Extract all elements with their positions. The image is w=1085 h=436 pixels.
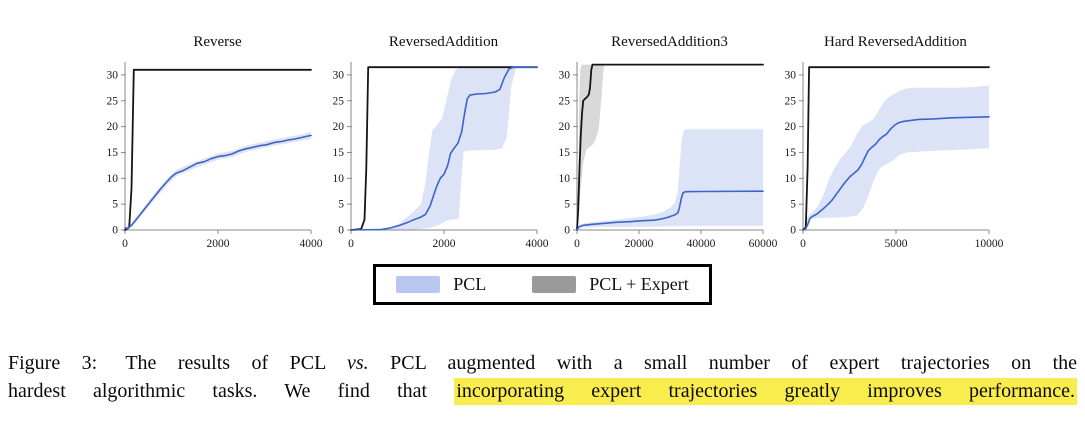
charts-row: Reverse 0 5 10 15 20 25 30 0 2000 4000 ReversedAd…	[91, 30, 1003, 252]
svg-text:60000: 60000	[748, 238, 777, 250]
svg-text:30: 30	[784, 69, 796, 81]
chart-reverse: Reverse 0 5 10 15 20 25 30 0 2000 4000	[91, 30, 322, 252]
svg-text:0: 0	[122, 238, 128, 250]
svg-text:30: 30	[558, 69, 570, 81]
caption-vs-italic: vs.	[347, 352, 369, 374]
caption-text-2: PCL augmented with a small number of exp…	[390, 352, 1078, 374]
legend-swatch-pcl	[396, 276, 441, 293]
chart-plot-reversedaddition3: 0 5 10 15 20 25 30 0 20000 40000 60000	[558, 62, 777, 250]
svg-text:4000: 4000	[525, 238, 548, 250]
chart-plot-hard-reversedaddition: 0 5 10 15 20 25 30 0 5000 10000	[784, 62, 1003, 250]
svg-text:2000: 2000	[432, 238, 455, 250]
legend-item-pcl-expert: PCL + Expert	[532, 274, 689, 295]
svg-text:5: 5	[790, 199, 796, 211]
svg-text:20: 20	[558, 121, 570, 133]
legend-swatch-pcl-expert	[532, 276, 577, 293]
legend-wrap: PCL PCL + Expert	[0, 264, 1085, 305]
svg-text:0: 0	[348, 238, 354, 250]
svg-text:25: 25	[332, 95, 344, 107]
svg-text:20: 20	[332, 121, 344, 133]
svg-text:0: 0	[338, 225, 344, 237]
caption-line-2: hardest algorithmic tasks. We find that …	[8, 377, 1078, 405]
svg-text:30: 30	[106, 69, 118, 81]
svg-text:10: 10	[332, 173, 344, 185]
svg-text:15: 15	[558, 147, 570, 159]
caption-text-3: hardest algorithmic tasks. We find that	[8, 380, 428, 402]
legend-label-pcl: PCL	[453, 274, 487, 294]
svg-text:10: 10	[558, 173, 570, 185]
svg-text:2000: 2000	[206, 238, 229, 250]
svg-text:10000: 10000	[974, 238, 1003, 250]
caption-figure-label: Figure 3:	[8, 352, 98, 374]
svg-text:10: 10	[784, 173, 796, 185]
svg-text:30: 30	[332, 69, 344, 81]
svg-text:20000: 20000	[624, 238, 653, 250]
svg-text:0: 0	[800, 238, 806, 250]
chart-hard-reversedaddition: Hard ReversedAddition 0 5 10 15 20 25 30 0 5000 1…	[769, 30, 1003, 252]
svg-text:5: 5	[338, 199, 344, 211]
svg-text:20: 20	[106, 121, 118, 133]
svg-text:0: 0	[790, 225, 796, 237]
chart-plot-reversedaddition: 0 5 10 15 20 25 30 0 2000 4000	[332, 62, 548, 250]
chart-plot-reverse: 0 5 10 15 20 25 30 0 2000 4000	[106, 62, 322, 250]
svg-text:25: 25	[784, 95, 796, 107]
svg-text:40000: 40000	[686, 238, 715, 250]
svg-text:20: 20	[784, 121, 796, 133]
svg-text:5: 5	[564, 199, 570, 211]
svg-text:15: 15	[106, 147, 118, 159]
svg-text:4000: 4000	[299, 238, 322, 250]
svg-text:0: 0	[564, 225, 570, 237]
svg-text:0: 0	[112, 225, 118, 237]
caption-highlight: incorporating expert trajectories greatl…	[454, 378, 1078, 405]
chart-title-reversedaddition: ReversedAddition	[388, 34, 499, 50]
legend-item-pcl: PCL	[396, 274, 486, 295]
chart-title-hard-reversedaddition: Hard ReversedAddition	[824, 34, 967, 50]
svg-text:10: 10	[106, 173, 118, 185]
chart-reversedaddition3: ReversedAddition3 0 5 10 15 20 25 30 0 20000 4000…	[543, 30, 777, 252]
svg-text:25: 25	[106, 95, 118, 107]
svg-text:25: 25	[558, 95, 570, 107]
svg-text:5: 5	[112, 199, 118, 211]
figure-caption: Figure 3: The results of PCL vs. PCL aug…	[8, 349, 1078, 405]
chart-title-reverse: Reverse	[193, 34, 242, 50]
chart-title-reversedaddition3: ReversedAddition3	[611, 34, 728, 50]
legend: PCL PCL + Expert	[373, 264, 712, 305]
caption-line-1: Figure 3: The results of PCL vs. PCL aug…	[8, 349, 1077, 377]
caption-text-1: The results of PCL	[125, 352, 326, 374]
svg-text:15: 15	[332, 147, 344, 159]
svg-text:15: 15	[784, 147, 796, 159]
chart-reversedaddition: ReversedAddition 0 5 10 15 20 25 30 0 2000 4000	[317, 30, 548, 252]
svg-text:0: 0	[574, 238, 580, 250]
svg-text:5000: 5000	[884, 238, 907, 250]
legend-label-pcl-expert: PCL + Expert	[589, 274, 689, 294]
